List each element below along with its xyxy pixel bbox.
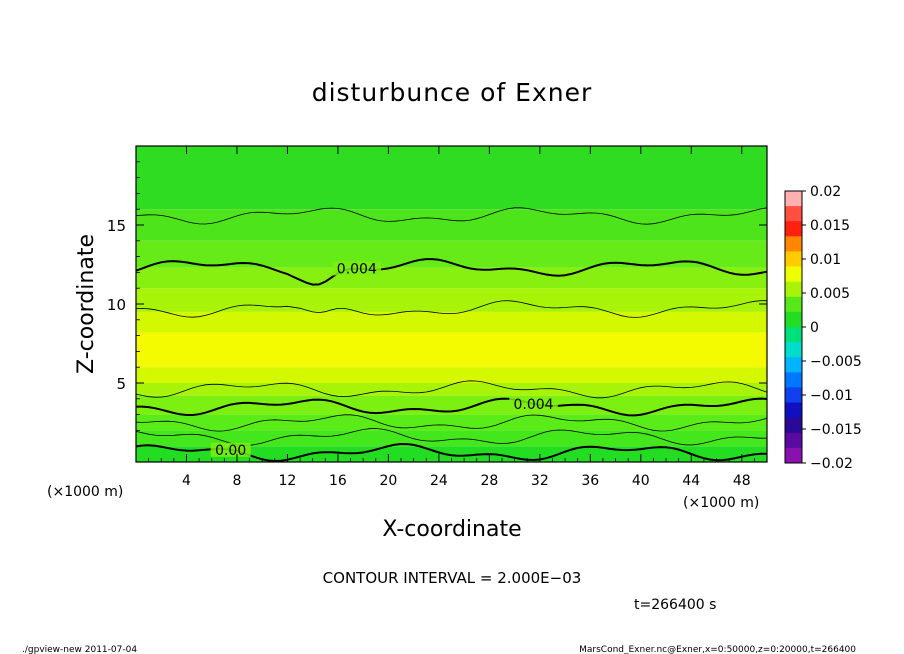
colorbar-label-8: −0.02: [810, 456, 853, 472]
color-band-2: [136, 414, 767, 431]
contour-label-3: 0.004: [513, 397, 553, 413]
colorbar-swatch-2: [785, 221, 802, 237]
x-unit-left: (×1000 m): [47, 484, 123, 500]
colorbar-swatch-4: [785, 251, 802, 268]
y-tick-label-1: 10: [107, 296, 126, 314]
color-band-12: [136, 146, 767, 210]
x-tick-label-8: 36: [581, 473, 599, 489]
contour-line-2: [135, 414, 768, 432]
colorbar-swatch-14: [785, 402, 802, 419]
contour-labels: 0.00 0.004 0.004: [210, 261, 558, 459]
colorbar-swatch-15: [785, 417, 802, 434]
colorbar-swatch-12: [785, 372, 802, 388]
x-tick-label-7: 32: [531, 473, 549, 489]
footer-left: ./gpview-new 2011-07-04: [22, 645, 137, 654]
colorbar-swatch-8: [785, 311, 802, 328]
contour-interval: CONTOUR INTERVAL = 2.000E−03: [323, 569, 582, 587]
y-tick-label-2: 15: [107, 217, 126, 235]
colorbar-swatch-17: [785, 447, 802, 464]
color-band-7: [136, 311, 767, 333]
y-tick-label-0: 5: [116, 375, 126, 393]
x-tick-label-4: 20: [379, 473, 397, 489]
color-band-9: [136, 267, 767, 289]
color-band-5: [136, 367, 767, 383]
contour-label-bg-3: [509, 396, 558, 411]
colorbar-swatch-13: [785, 387, 802, 404]
colorbar-label-5: −0.005: [810, 354, 862, 370]
contour-label-bg-6: [332, 261, 382, 276]
x-tick-label-10: 44: [682, 473, 700, 489]
chart-title: disturbunce of Exner: [312, 78, 593, 107]
color-band-11: [136, 209, 767, 241]
colorbar-swatch-5: [785, 266, 802, 283]
contour-line-7: [135, 207, 768, 225]
contour-label-6: 0.004: [337, 261, 377, 277]
colorbar-swatch-11: [785, 357, 802, 373]
colorbar: 0.02 0.015 0.01 0.005 0 −0.005 −0.01 −0.015 −0.0…: [784, 184, 862, 472]
contour-line-4: [135, 380, 768, 399]
color-bands: [136, 146, 767, 462]
x-ticks: 4 8 12 16 20 24 28 32 36 40 44 48: [148, 146, 755, 489]
x-tick-label-1: 8: [232, 473, 241, 489]
colorbar-label-7: −0.015: [810, 422, 862, 438]
contour-label-0: 0.00: [215, 443, 246, 459]
x-tick-label-0: 4: [182, 473, 191, 489]
colorbar-label-3: 0.005: [810, 286, 850, 302]
x-tick-label-11: 48: [733, 473, 751, 489]
colorbar-swatches: [785, 191, 802, 464]
colorbar-swatch-3: [785, 236, 802, 252]
y-axis-label: Z-coordinate: [74, 234, 99, 374]
colorbar-swatch-1: [785, 206, 802, 222]
x-tick-label-9: 40: [632, 473, 650, 489]
color-band-8: [136, 288, 767, 312]
colorbar-label-6: −0.01: [810, 388, 853, 404]
colorbar-label-1: 0.015: [810, 218, 850, 234]
colorbar-swatch-7: [785, 296, 802, 313]
y-ticks: 5 10 15: [107, 161, 767, 447]
footer-right: MarsCond_Exner.nc@Exner,x=0:50000,z=0:20…: [579, 645, 856, 654]
colorbar-swatch-9: [785, 327, 802, 343]
contour-label-bg-0: [210, 442, 251, 457]
x-tick-label-5: 24: [430, 473, 448, 489]
colorbar-labels: 0.02 0.015 0.01 0.005 0 −0.005 −0.01 −0.015 −0.0…: [802, 184, 862, 472]
contour-line-5: [135, 300, 767, 318]
x-tick-label-2: 12: [279, 473, 297, 489]
colorbar-swatch-0: [785, 191, 802, 207]
color-band-6: [136, 332, 767, 368]
colorbar-swatch-10: [785, 342, 802, 358]
contour-line-3: [136, 397, 768, 417]
x-unit-right: (×1000 m): [683, 495, 759, 511]
time-label: t=266400 s: [634, 597, 716, 613]
x-tick-label-3: 16: [329, 473, 347, 489]
colorbar-label-0: 0.02: [810, 184, 841, 200]
colorbar-label-4: 0: [810, 320, 819, 336]
color-band-4: [136, 383, 767, 396]
contour-line-6: [135, 258, 768, 286]
colorbar-label-2: 0.01: [810, 252, 841, 268]
x-tick-label-6: 28: [480, 473, 498, 489]
colorbar-swatch-16: [785, 432, 802, 449]
colorbar-swatch-6: [785, 281, 802, 298]
x-axis-label: X-coordinate: [382, 517, 521, 542]
